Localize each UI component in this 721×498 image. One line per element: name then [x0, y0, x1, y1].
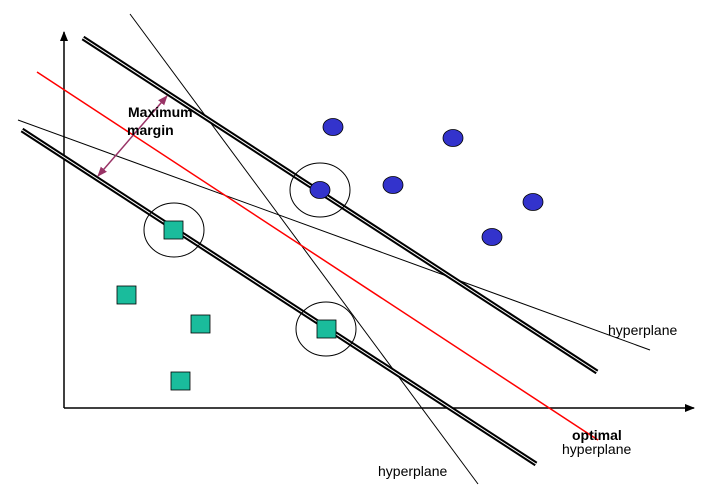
circle-point — [442, 129, 464, 147]
support-vector-ring — [143, 202, 205, 258]
max-margin-label-line2: margin — [127, 122, 174, 138]
upper-margin-boundary — [81, 35, 599, 375]
circle-point — [481, 228, 503, 246]
circle-point — [309, 181, 331, 199]
support-vector-ring — [295, 301, 357, 357]
lower-margin-boundary — [20, 127, 538, 467]
square-point — [316, 319, 337, 339]
circle-point — [322, 118, 344, 136]
square-point — [190, 314, 211, 334]
hyperplane-line-flat — [17, 119, 651, 351]
hyperplane-label-bottom: hyperplane — [378, 463, 447, 479]
hyperplane-label-right: hyperplane — [608, 322, 677, 338]
max-margin-label-line1: Maximum — [128, 104, 193, 120]
optimal-label-line1: optimal — [572, 427, 622, 443]
support-vector-rings — [143, 162, 357, 357]
circle-point — [522, 193, 544, 211]
optimal-hyperplane-line — [36, 71, 599, 441]
square-point — [163, 220, 184, 240]
margin-arrow — [97, 95, 168, 177]
square-point — [116, 285, 137, 305]
square-point — [170, 371, 191, 391]
optimal-label-line2: hyperplane — [562, 441, 631, 457]
square-class-points — [116, 220, 337, 391]
circle-class-points — [309, 118, 544, 246]
circle-point — [382, 176, 404, 194]
support-vector-ring — [289, 162, 351, 218]
hyperplane-line-steep — [129, 13, 479, 485]
